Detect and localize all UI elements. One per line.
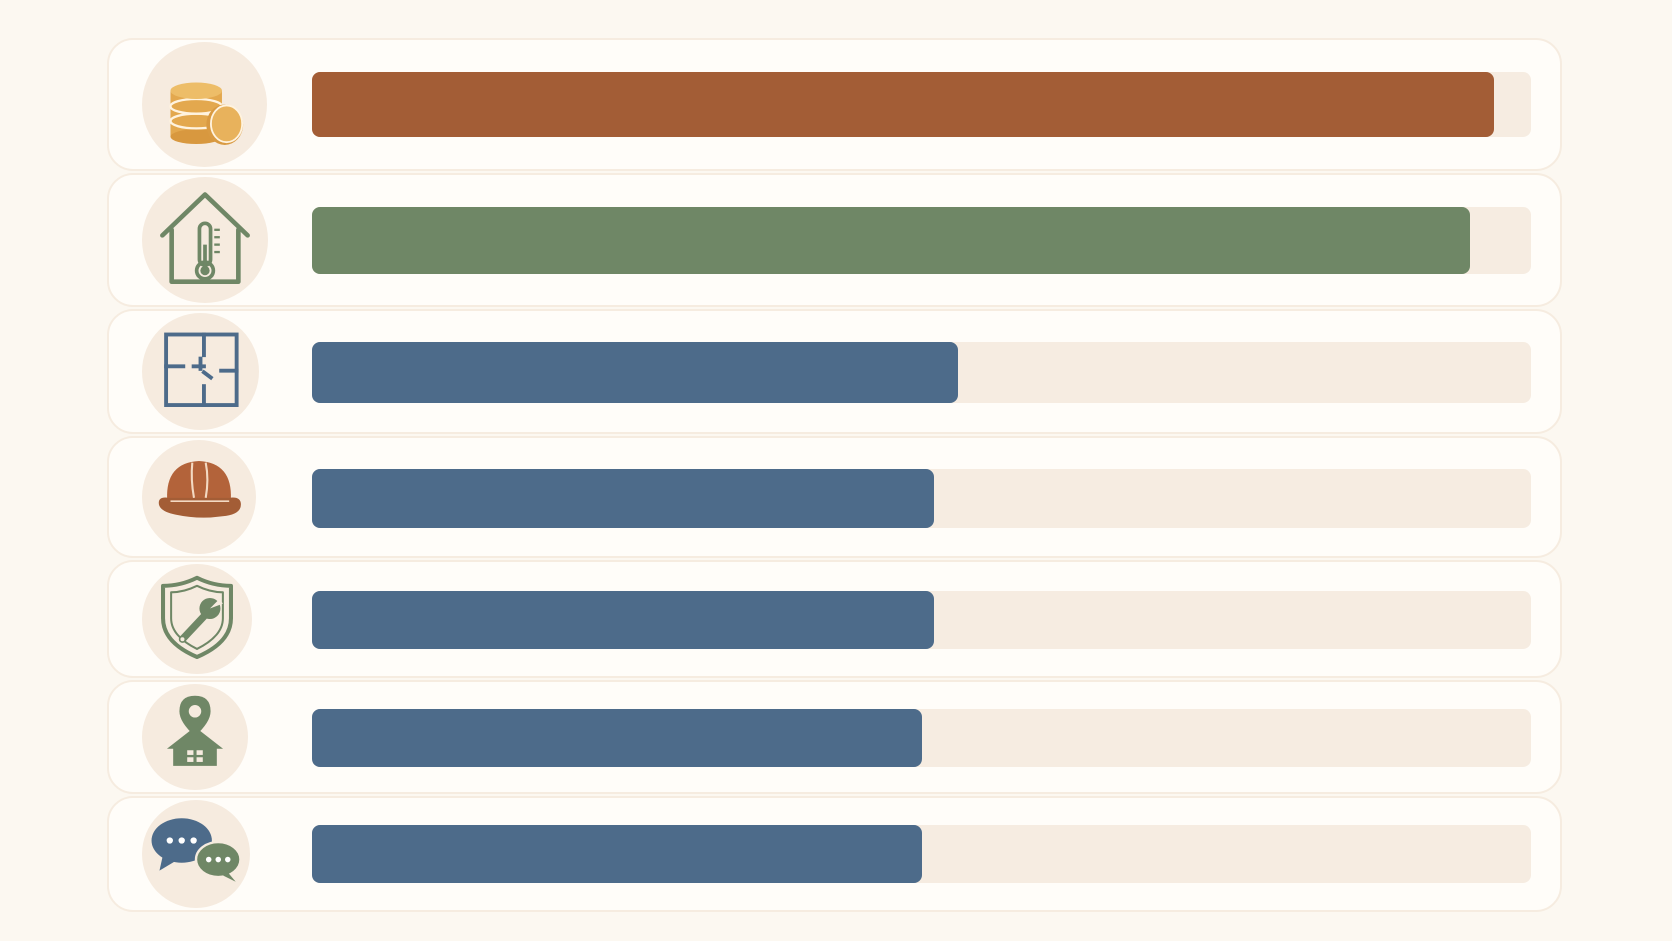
bar-track: [312, 469, 1531, 528]
bar: [312, 591, 934, 649]
bar-row: [107, 38, 1562, 171]
bar-track: [312, 207, 1531, 274]
bar-track: [312, 591, 1531, 649]
bar-row: [107, 436, 1562, 558]
bar-row: [107, 796, 1562, 912]
bar-row: [107, 680, 1562, 794]
bar-row: [107, 173, 1562, 307]
bar-track: [312, 825, 1531, 883]
bar: [312, 207, 1471, 274]
bar: [312, 72, 1495, 137]
hard-hat-icon: [142, 440, 256, 554]
bar-track: [312, 342, 1531, 403]
bar-track: [312, 72, 1531, 137]
bar: [312, 469, 934, 528]
floor-plan-icon: [142, 313, 259, 430]
bar-row: [107, 560, 1562, 678]
bar: [312, 709, 922, 767]
shield-wrench-icon: [142, 564, 252, 674]
bar: [312, 825, 922, 883]
house-thermometer-icon: [142, 177, 268, 303]
bar: [312, 342, 959, 403]
bar-track: [312, 709, 1531, 767]
coins-icon: [142, 42, 267, 167]
chat-bubbles-icon: [142, 800, 250, 908]
location-house-icon: [142, 684, 248, 790]
bar-row: [107, 309, 1562, 434]
